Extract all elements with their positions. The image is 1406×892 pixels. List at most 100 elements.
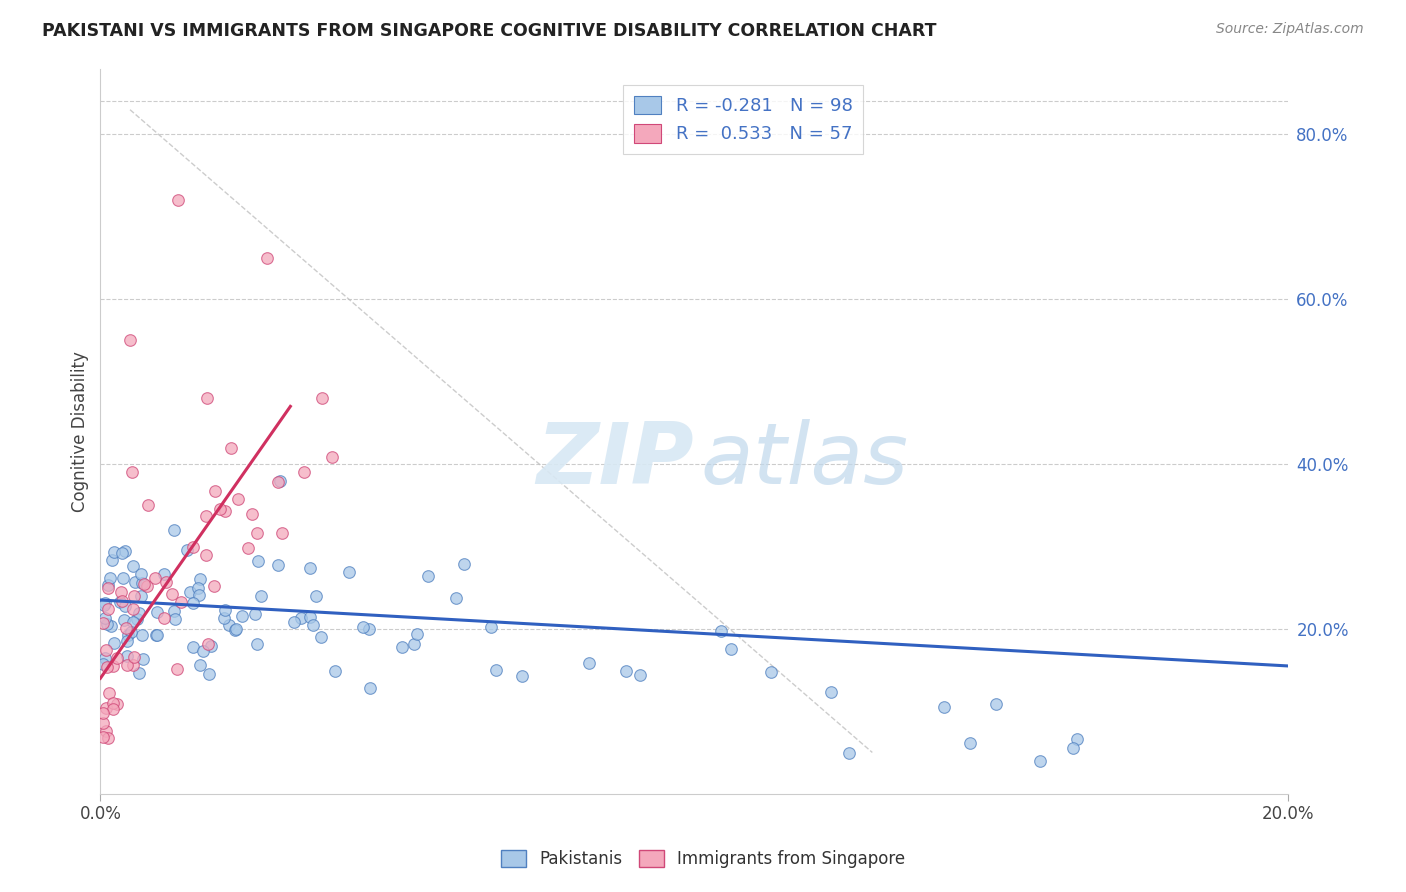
- Text: PAKISTANI VS IMMIGRANTS FROM SINGAPORE COGNITIVE DISABILITY CORRELATION CHART: PAKISTANI VS IMMIGRANTS FROM SINGAPORE C…: [42, 22, 936, 40]
- Point: [96, 616, 118, 631]
- Point: [115, 634, 138, 648]
- Point: [243, 607, 266, 622]
- Point: [105, 651, 128, 665]
- Point: [163, 604, 186, 618]
- Point: [246, 526, 269, 541]
- Text: ZIP: ZIP: [537, 418, 695, 501]
- Point: [132, 652, 155, 666]
- Point: [188, 572, 211, 586]
- Point: [93, 597, 115, 611]
- Point: [959, 736, 981, 750]
- Point: [136, 579, 159, 593]
- Text: Source: ZipAtlas.com: Source: ZipAtlas.com: [1216, 22, 1364, 37]
- Point: [188, 588, 211, 602]
- Point: [337, 565, 360, 579]
- Point: [115, 648, 138, 663]
- Point: [152, 566, 174, 581]
- Point: [359, 681, 381, 695]
- Point: [103, 545, 125, 559]
- Point: [628, 668, 651, 682]
- Point: [183, 640, 205, 655]
- Point: [181, 540, 204, 554]
- Point: [720, 641, 742, 656]
- Point: [292, 465, 315, 479]
- Point: [97, 685, 120, 699]
- Point: [96, 659, 118, 673]
- Point: [98, 571, 121, 585]
- Point: [188, 658, 211, 673]
- Point: [97, 582, 120, 596]
- Point: [444, 591, 467, 606]
- Point: [323, 665, 346, 679]
- Point: [101, 702, 124, 716]
- Point: [94, 611, 117, 625]
- Point: [352, 620, 374, 634]
- Point: [121, 465, 143, 479]
- Point: [485, 663, 508, 677]
- Point: [225, 622, 247, 636]
- Point: [283, 615, 305, 629]
- Point: [101, 553, 124, 567]
- Point: [418, 569, 440, 583]
- Point: [224, 624, 246, 638]
- Point: [311, 391, 333, 405]
- Point: [218, 618, 240, 632]
- Point: [176, 542, 198, 557]
- Point: [214, 504, 236, 518]
- Point: [249, 589, 271, 603]
- Point: [96, 700, 118, 714]
- Point: [115, 657, 138, 672]
- Point: [838, 746, 860, 760]
- Point: [97, 578, 120, 592]
- Point: [170, 595, 193, 609]
- Point: [179, 585, 201, 599]
- Point: [114, 544, 136, 558]
- Point: [94, 651, 117, 665]
- Point: [108, 595, 131, 609]
- Legend: R = -0.281   N = 98, R =  0.533   N = 57: R = -0.281 N = 98, R = 0.533 N = 57: [623, 85, 863, 154]
- Point: [212, 610, 235, 624]
- Point: [204, 483, 226, 498]
- Point: [96, 731, 118, 745]
- Point: [91, 706, 114, 720]
- Point: [195, 508, 218, 523]
- Point: [202, 579, 225, 593]
- Point: [134, 576, 156, 591]
- Point: [187, 581, 209, 595]
- Point: [270, 526, 292, 541]
- Point: [136, 498, 159, 512]
- Point: [129, 589, 152, 603]
- Point: [145, 628, 167, 642]
- Point: [122, 589, 145, 603]
- Point: [453, 558, 475, 572]
- Point: [198, 667, 221, 681]
- Point: [247, 554, 270, 568]
- Point: [578, 657, 600, 671]
- Point: [200, 639, 222, 653]
- Point: [197, 637, 219, 651]
- Point: [124, 575, 146, 590]
- Point: [100, 618, 122, 632]
- Point: [91, 716, 114, 731]
- Point: [103, 659, 125, 673]
- Point: [1062, 741, 1084, 756]
- Point: [309, 630, 332, 644]
- Point: [153, 611, 176, 625]
- Point: [94, 643, 117, 657]
- Point: [290, 610, 312, 624]
- Point: [236, 541, 259, 555]
- Point: [91, 731, 114, 745]
- Point: [359, 623, 381, 637]
- Point: [105, 697, 128, 711]
- Point: [510, 669, 533, 683]
- Point: [125, 612, 148, 626]
- Point: [299, 561, 322, 575]
- Point: [214, 603, 236, 617]
- Point: [128, 606, 150, 620]
- Point: [121, 615, 143, 629]
- Point: [267, 475, 290, 490]
- Point: [163, 612, 186, 626]
- Point: [122, 650, 145, 665]
- Point: [219, 441, 242, 455]
- Point: [614, 664, 637, 678]
